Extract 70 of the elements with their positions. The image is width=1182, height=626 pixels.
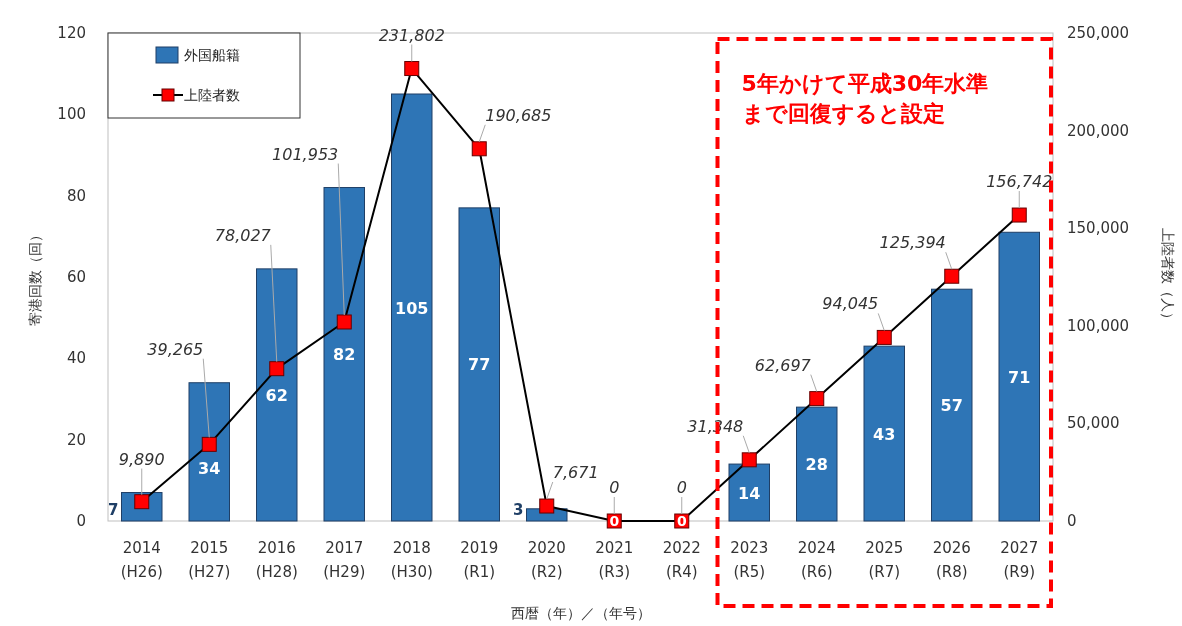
bar: [998, 231, 1040, 522]
legend-label: 外国船籍: [184, 47, 240, 63]
data-label: 78,027: [214, 225, 272, 245]
annotation: 5年かけて平成30年水準まで回復すると設定: [741, 71, 989, 126]
data-label: 105: [395, 298, 429, 318]
data-label: 125,394: [879, 233, 946, 253]
data-label: 0: [676, 478, 687, 497]
x-tick-label: 2018 (H30): [390, 539, 433, 581]
data-label: 28: [805, 455, 828, 475]
data-label: 94,045: [822, 294, 879, 314]
y-tick-label: 0: [76, 512, 86, 530]
data-label: 14: [738, 483, 761, 503]
data-label: 3: [513, 501, 524, 519]
bar: [391, 93, 433, 522]
data-label: 39,265: [147, 339, 204, 359]
data-label: 9,890: [118, 449, 165, 469]
bar: [796, 406, 838, 522]
x-tick-label: 2014 (H26): [120, 539, 163, 581]
data-label: 0: [609, 513, 620, 529]
bar: [728, 463, 770, 522]
y-tick-label: 120: [57, 24, 86, 42]
data-label: 101,953: [272, 144, 339, 164]
data-label: 7: [108, 501, 119, 519]
data-label: 7,671: [552, 463, 599, 483]
x-tick-label: 2027 (R9): [1000, 539, 1039, 581]
data-label: 62: [265, 385, 288, 405]
data-label: 43: [873, 424, 896, 444]
data-label: 190,685: [485, 105, 552, 125]
y-tick-label: 60: [66, 268, 86, 286]
x-axis-title: 西暦（年）／（年号）: [510, 605, 651, 621]
y2-tick-label: 250,000: [1067, 24, 1130, 42]
data-label: 62,697: [754, 355, 812, 375]
data-label: 0: [609, 478, 620, 497]
data-label: 57: [940, 396, 963, 416]
data-label: 231,802: [378, 25, 445, 45]
bar: [188, 382, 230, 522]
x-tick-label: 2022 (R4): [662, 539, 701, 581]
x-tick-label: 2026 (R8): [932, 539, 971, 581]
y2-tick-label: 150,000: [1067, 219, 1130, 238]
bar: [863, 345, 905, 522]
y2-tick-label: 0: [1067, 512, 1077, 530]
x-tick-label: 2020 (R2): [527, 539, 566, 581]
x-tick-label: 2015 (H27): [188, 539, 231, 581]
y2-tick-label: 50,000: [1067, 414, 1120, 433]
data-label: 0: [676, 513, 687, 529]
x-tick-label: 2019 (R1): [460, 539, 499, 581]
x-tick-label: 2016 (H28): [255, 539, 298, 581]
bar: [323, 187, 365, 522]
y-tick-label: 20: [66, 430, 86, 449]
y-tick-label: 80: [66, 186, 86, 205]
y-tick-label: 40: [66, 349, 86, 368]
y2-tick-label: 100,000: [1067, 316, 1130, 335]
data-label: 34: [198, 459, 221, 479]
data-label: 82: [333, 345, 356, 365]
x-tick-label: 2017 (H29): [323, 539, 366, 581]
data-label: 71: [1008, 367, 1031, 387]
y-axis-title: 寄港回数（回）: [27, 228, 43, 326]
legend-label: 上陸者数: [184, 87, 240, 103]
data-label: 77: [468, 355, 491, 375]
y-tick-label: 100: [57, 105, 86, 124]
x-tick-label: 2021 (R3): [595, 539, 634, 581]
x-tick-label: 2025 (R7): [865, 539, 904, 581]
bar: [931, 288, 973, 522]
data-label: 156,742: [986, 172, 1053, 192]
y2-axis-title: 上陸者数（人）: [1160, 228, 1176, 326]
x-tick-label: 2023 (R5): [730, 539, 769, 581]
bar: [458, 207, 500, 522]
x-tick-label: 2024 (R6): [797, 539, 836, 581]
bar: [256, 268, 298, 522]
y2-tick-label: 200,000: [1067, 121, 1130, 140]
